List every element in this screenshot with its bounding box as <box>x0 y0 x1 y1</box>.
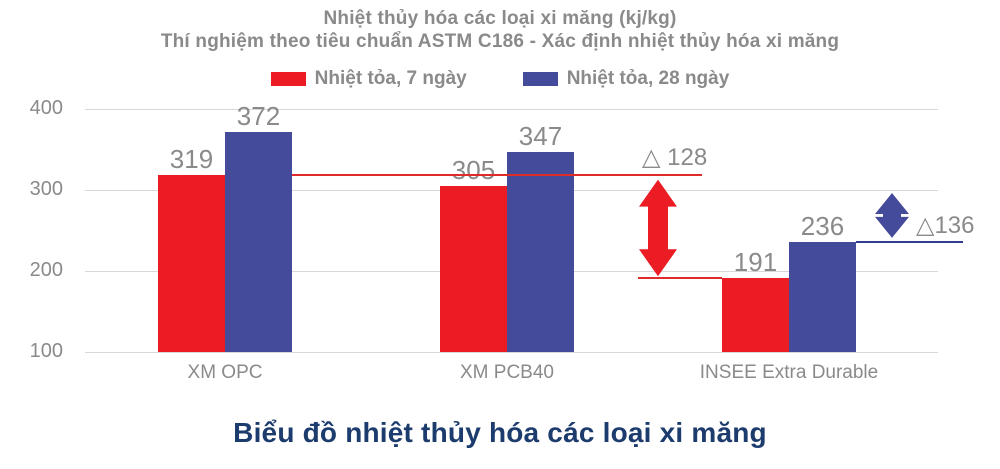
chart-subtitle: Thí nghiệm theo tiêu chuẩn ASTM C186 - X… <box>160 31 840 52</box>
bar-value-label-28-ngay-insee-extra-durable: 236 <box>800 210 845 241</box>
y-axis-tick-label-400: 400 <box>29 97 63 119</box>
bar-value-label-28-ngay-xm-pcb40: 347 <box>518 120 563 151</box>
bar-7-ngay-insee-extra-durable <box>722 278 789 352</box>
reference-line-delta-7-ngay-191 <box>638 277 722 280</box>
chart-title: Nhiệt thủy hóa các loại xi măng (kj/kg) <box>323 8 677 29</box>
bar-value-label-7-ngay-xm-pcb40: 305 <box>451 154 496 185</box>
delta-label-delta-7-ngay: △ 128 <box>642 144 708 171</box>
bar-7-ngay-xm-opc <box>158 174 225 352</box>
legend-label-28-ngay: Nhiệt tỏa, 28 ngày <box>566 68 730 89</box>
legend-item-28-ngay: Nhiệt tỏa, 28 ngày <box>522 68 730 90</box>
chart-caption: Biểu đồ nhiệt thủy hóa các loại xi măng <box>233 417 767 448</box>
chart-legend: Nhiệt tỏa, 7 ngày Nhiệt tỏa, 28 ngày <box>0 68 1000 90</box>
category-label-xm-pcb40: XM PCB40 <box>460 362 554 383</box>
bar-28-ngay-insee-extra-durable <box>789 241 856 352</box>
bar-28-ngay-xm-opc <box>225 131 292 352</box>
reference-line-delta-28-ngay-236 <box>856 240 963 243</box>
double-arrow-icon-delta-28-ngay <box>875 193 909 238</box>
legend-swatch-7-ngay-icon <box>270 72 306 86</box>
bar-value-label-7-ngay-insee-extra-durable: 191 <box>733 247 778 278</box>
gridline-100 <box>85 351 938 353</box>
bar-value-label-28-ngay-xm-opc: 372 <box>236 100 281 131</box>
y-axis-tick-label-100: 100 <box>29 340 63 362</box>
category-label-insee-extra-durable: INSEE Extra Durable <box>699 362 879 383</box>
legend-label-7-ngay: Nhiệt tỏa, 7 ngày <box>314 68 467 89</box>
reference-line-delta-7-ngay-319 <box>292 173 702 176</box>
double-arrow-icon-delta-7-ngay <box>639 179 677 277</box>
bar-28-ngay-xm-pcb40 <box>507 151 574 352</box>
gridline-400 <box>85 108 938 110</box>
bar-7-ngay-xm-pcb40 <box>440 185 507 352</box>
category-label-xm-opc: XM OPC <box>187 362 263 383</box>
y-axis-tick-label-200: 200 <box>29 259 63 281</box>
y-axis-tick-label-300: 300 <box>29 178 63 200</box>
delta-label-delta-28-ngay: △136 <box>916 212 975 239</box>
bar-value-label-7-ngay-xm-opc: 319 <box>169 143 214 174</box>
legend-item-7-ngay: Nhiệt tỏa, 7 ngày <box>270 68 467 90</box>
legend-swatch-28-ngay-icon <box>522 72 558 86</box>
